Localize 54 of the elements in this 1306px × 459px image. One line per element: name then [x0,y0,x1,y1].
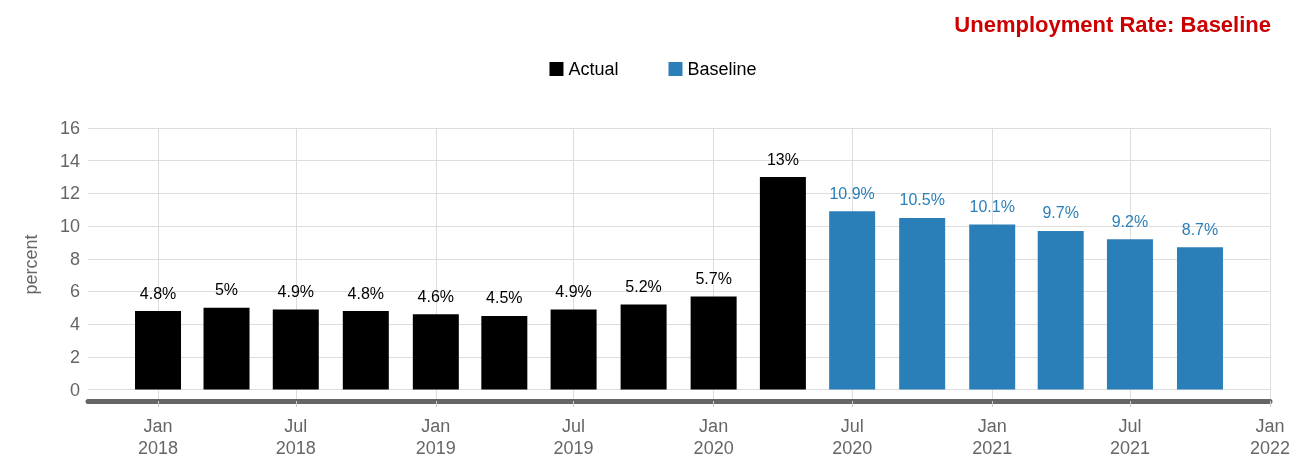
x-tick-label: Jan 2019 [415,416,456,458]
data-label: 4.8% [347,284,385,302]
bar [829,211,876,390]
data-label: 4.5% [486,289,523,307]
y-tick-label: 0 [69,379,80,400]
bar [135,311,182,390]
bar [899,217,946,390]
y-tick-label: 16 [59,118,80,138]
x-tick-label: Jan 2020 [693,416,734,458]
y-tick-label: 8 [69,248,80,269]
bar [342,311,389,390]
data-label: 5.7% [695,269,732,287]
data-label: 8.7% [1181,220,1219,238]
bar [1106,239,1153,390]
bar [1176,247,1223,390]
chart-title: Unemployment Rate: Baseline [954,11,1271,37]
x-tick-label: Jan 2022 [1249,416,1291,458]
bar [690,296,737,390]
x-tick-label: Jul 2020 [832,416,873,458]
data-label: 9.7% [1042,204,1079,222]
y-tick-label: 2 [69,346,80,367]
bar [412,314,459,390]
data-label: 4.6% [417,287,455,305]
x-tick-label: Jul 2018 [275,416,316,458]
bar [620,304,667,390]
legend-label: Actual [568,59,619,79]
data-label: 4.9% [277,282,315,300]
x-tick-label: Jul 2019 [553,416,594,458]
data-label: 10.9% [829,184,875,202]
data-label: 10.5% [899,191,945,209]
data-label: 13% [766,150,799,168]
data-label: 10.1% [969,197,1015,215]
data-label: 5.2% [625,278,662,296]
bar [969,224,1016,390]
bar [481,315,528,390]
y-axis-title: percent [21,234,41,295]
data-label: 5% [214,281,239,299]
y-tick-label: 12 [59,183,80,204]
x-tick-label: Jul 2021 [1109,416,1150,458]
legend-label: Baseline [687,59,757,79]
bar [203,307,250,390]
bar [759,177,806,390]
y-tick-label: 6 [69,281,80,302]
data-label: 9.2% [1111,212,1149,230]
x-tick-label: Jan 2018 [138,416,179,458]
y-tick-label: 4 [69,314,80,335]
bar [272,309,319,390]
bar [550,309,597,390]
data-label: 4.8% [139,284,177,302]
data-label: 4.9% [555,282,592,300]
bar [1037,230,1084,390]
y-tick-label: 10 [59,216,80,237]
y-tick-label: 14 [59,150,80,171]
x-tick-label: Jan 2021 [972,416,1013,458]
